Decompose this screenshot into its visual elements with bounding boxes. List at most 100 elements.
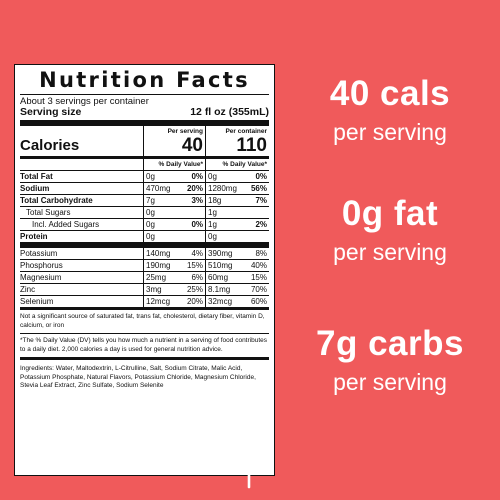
- per-container-label: Per container: [225, 128, 267, 135]
- calories-per-container: 110: [236, 135, 267, 156]
- calories-label: Calories: [20, 137, 80, 154]
- dv-per-container: [240, 231, 269, 242]
- amount-per-container: 1g: [205, 219, 240, 230]
- divider: [20, 94, 269, 95]
- amount-per-serving: 0g: [143, 207, 174, 218]
- dv-per-container: 70%: [250, 285, 267, 294]
- amount-per-container: 0g: [205, 171, 240, 182]
- calories-row: Calories Per serving 40 Per container 11…: [20, 126, 269, 159]
- amount-per-container: 60mg: [205, 272, 240, 283]
- amount-per-container: 390mg: [205, 248, 240, 259]
- daily-value-header-row: % Daily Value* % Daily Value*: [20, 159, 269, 171]
- amount-per-serving: 140mg: [143, 248, 174, 259]
- daily-value-header: % Daily Value*: [205, 159, 269, 170]
- dv-per-serving: [174, 231, 205, 242]
- dv-per-container: 40%: [250, 261, 267, 270]
- calories-per-serving: 40: [181, 135, 203, 156]
- amount-per-container: 1280mg: [205, 183, 240, 194]
- per-serving-label: Per serving: [167, 128, 203, 135]
- dv-per-container: 0%: [255, 172, 267, 181]
- mineral-name: Zinc: [20, 285, 36, 294]
- ingredients-list: Ingredients: Water, Maltodextrin, L-Citr…: [20, 365, 256, 389]
- amount-per-container: 18g: [205, 195, 240, 206]
- mineral-name: Selenium: [20, 297, 54, 306]
- dv-per-container: [240, 207, 269, 218]
- nutrient-row: Total Fat 0g 0% 0g 0%: [20, 171, 269, 183]
- dv-per-serving: 20%: [186, 297, 203, 306]
- per-container-column: Per container 110: [205, 126, 269, 156]
- claim-headline: 7g carbs: [316, 324, 464, 363]
- dv-per-serving: 15%: [186, 261, 203, 270]
- amount-per-container: 8.1mg: [205, 284, 240, 295]
- servings-per-container: About 3 servings per container: [20, 96, 149, 107]
- dv-per-container: 8%: [255, 249, 267, 258]
- mineral-row: Potassium 140mg 4% 390mg 8%: [20, 248, 269, 260]
- claim-subtext: per serving: [333, 119, 447, 145]
- dv-per-container: 7%: [255, 196, 267, 205]
- amount-per-serving: 470mg: [143, 183, 174, 194]
- dv-per-container: 60%: [250, 297, 267, 306]
- mineral-row: Phosphorus 190mg 15% 510mg 40%: [20, 260, 269, 272]
- dv-per-container: 2%: [255, 220, 267, 229]
- leaf-icon-svg: [227, 447, 272, 489]
- claim-headline: 40 cals: [329, 74, 451, 113]
- nutrient-name: Protein: [20, 232, 48, 241]
- dv-per-container: 15%: [250, 273, 267, 282]
- leaf-icon: [220, 437, 278, 495]
- amount-per-serving: 3mg: [143, 284, 174, 295]
- nutrient-row: Total Carbohydrate 7g 3% 18g 7%: [20, 195, 269, 207]
- amount-per-serving: 7g: [143, 195, 174, 206]
- mineral-name: Magnesium: [20, 273, 62, 282]
- daily-value-footnote: *The % Daily Value (DV) tells you how mu…: [20, 334, 269, 360]
- divider: [20, 242, 269, 248]
- dv-per-serving: 25%: [186, 285, 203, 294]
- dv-per-serving: 4%: [191, 249, 203, 258]
- dv-per-serving: 0%: [191, 220, 203, 229]
- divider: [20, 120, 269, 126]
- amount-per-container: 1g: [205, 207, 240, 218]
- per-serving-column: Per serving 40: [143, 126, 205, 156]
- dv-per-serving: 20%: [186, 184, 203, 193]
- daily-value-header: % Daily Value*: [143, 159, 205, 170]
- nutrient-row: Protein 0g 0g: [20, 231, 269, 242]
- amount-per-serving: 0g: [143, 219, 174, 230]
- nutrition-facts-label: Nutrition Facts About 3 servings per con…: [14, 64, 275, 476]
- nutrient-name: Incl. Added Sugars: [32, 220, 100, 229]
- nutrient-row: Incl. Added Sugars 0g 0% 1g 2%: [20, 219, 269, 231]
- carbs-claim: 7g carbs per serving: [290, 324, 490, 396]
- serving-size-row: Serving size 12 fl oz (355mL): [20, 107, 269, 118]
- amount-per-serving: 190mg: [143, 260, 174, 271]
- mineral-name: Potassium: [20, 249, 58, 258]
- claim-headline: 0g fat: [341, 194, 439, 233]
- amount-per-serving: 0g: [143, 171, 174, 182]
- amount-per-serving: 25mg: [143, 272, 174, 283]
- nutrient-name: Total Fat: [20, 172, 53, 181]
- dv-per-serving: [174, 207, 205, 218]
- amount-per-container: 510mg: [205, 260, 240, 271]
- fat-claim: 0g fat per serving: [290, 194, 490, 266]
- nutrient-row: Total Sugars 0g 1g: [20, 207, 269, 219]
- dv-per-serving: 3%: [191, 196, 203, 205]
- amount-per-serving: 0g: [143, 231, 174, 242]
- mineral-name: Phosphorus: [20, 261, 63, 270]
- nutrient-name: Total Carbohydrate: [20, 196, 93, 205]
- dv-per-serving: 6%: [191, 273, 203, 282]
- claim-subtext: per serving: [333, 369, 447, 395]
- claim-subtext: per serving: [333, 239, 447, 265]
- serving-size-value: 12 fl oz (355mL): [190, 106, 269, 118]
- dv-per-serving: 0%: [191, 172, 203, 181]
- amount-per-container: 32mcg: [205, 296, 240, 307]
- nutrition-facts-title: Nutrition Facts: [39, 68, 250, 92]
- amount-per-container: 0g: [205, 231, 240, 242]
- nutrient-name: Total Sugars: [26, 208, 71, 217]
- mineral-row: Magnesium 25mg 6% 60mg 15%: [20, 272, 269, 284]
- serving-size-label: Serving size: [20, 106, 82, 118]
- mineral-row: Zinc 3mg 25% 8.1mg 70%: [20, 284, 269, 296]
- nutrient-name: Sodium: [20, 184, 50, 193]
- amount-per-serving: 12mcg: [143, 296, 174, 307]
- mineral-row: Selenium 12mcg 20% 32mcg 60%: [20, 296, 269, 310]
- not-significant-note: Not a significant source of saturated fa…: [20, 310, 269, 334]
- calories-claim: 40 cals per serving: [290, 74, 490, 146]
- nutrient-row: Sodium 470mg 20% 1280mg 56%: [20, 183, 269, 195]
- dv-per-container: 56%: [250, 184, 267, 193]
